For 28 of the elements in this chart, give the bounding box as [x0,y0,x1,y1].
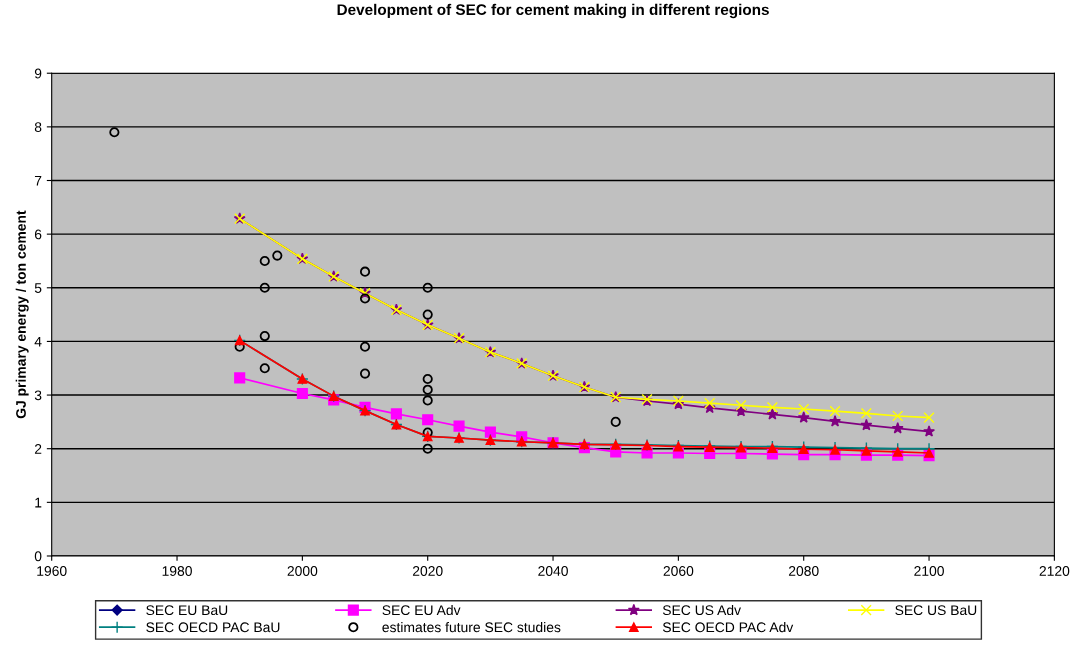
legend-label: SEC US Adv [662,604,741,616]
x-tick-label: 1980 [162,566,192,576]
x-tick-label: 2060 [663,566,694,576]
y-axis-title: GJ primary energy / ton cement [15,210,29,419]
x-tick-label: 2040 [538,566,568,576]
y-tick-label: 4 [34,336,42,347]
x-tick-label: 1960 [37,566,67,576]
legend-label: estimates future SEC studies [382,622,561,633]
x-tick-label: 2100 [914,566,944,576]
legend-label: SEC US BaU [895,605,977,616]
chart-title: Development of SEC for cement making in different regions [337,3,769,19]
legend-label: SEC OECD PAC BaU [146,622,280,633]
x-tick-label: 2120 [1039,566,1070,576]
x-tick-label: 2000 [287,566,318,576]
y-tick-label: 7 [34,175,42,186]
y-tick-label: 2 [34,444,42,454]
legend-label: SEC EU BaU [146,605,228,616]
y-tick-label: 3 [34,390,42,401]
y-tick-label: 9 [34,68,42,79]
x-tick-label: 2080 [788,566,819,576]
y-tick-label: 5 [34,283,42,293]
y-tick-label: 6 [34,229,42,240]
legend-label: SEC OECD PAC Adv [662,622,794,633]
y-tick-label: 0 [34,551,42,562]
x-tick-label: 2020 [412,566,443,576]
legend-label: SEC EU Adv [382,604,461,616]
y-tick-label: 8 [34,122,42,133]
y-tick-label: 1 [35,497,42,508]
